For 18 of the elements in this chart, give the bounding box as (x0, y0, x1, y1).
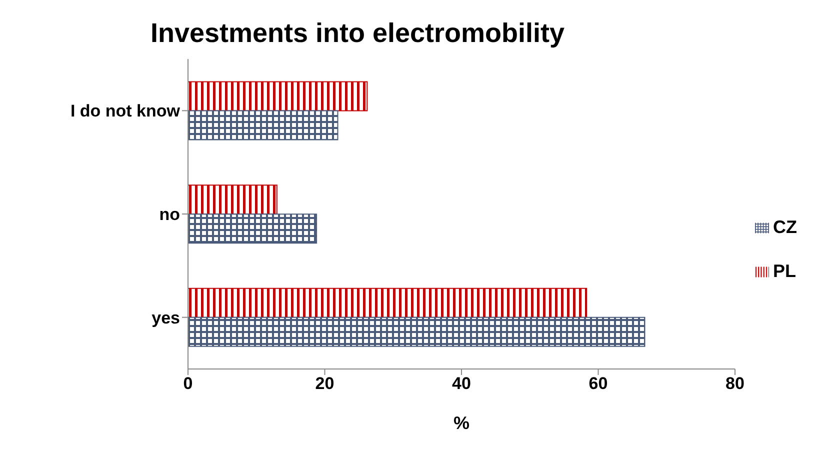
y-tick-label: I do not know (70, 102, 181, 121)
bar (188, 110, 338, 140)
legend-label: CZ (773, 217, 797, 237)
x-tick-label: 0 (183, 374, 193, 394)
bar (188, 184, 278, 215)
x-axis-title: % (453, 413, 470, 433)
y-tick-label: no (159, 205, 180, 224)
x-tick-label: 20 (315, 374, 334, 394)
x-tick-label: 40 (452, 374, 471, 394)
bar (188, 288, 588, 318)
chart-title: Investments into electromobility (149, 17, 566, 49)
x-tick-label: 60 (588, 374, 608, 394)
bar (188, 316, 646, 347)
legend-label: PL (773, 261, 796, 281)
bar (188, 81, 368, 112)
y-tick-label: yes (152, 308, 180, 328)
x-tick-label: 80 (726, 374, 744, 394)
bar (188, 214, 318, 244)
